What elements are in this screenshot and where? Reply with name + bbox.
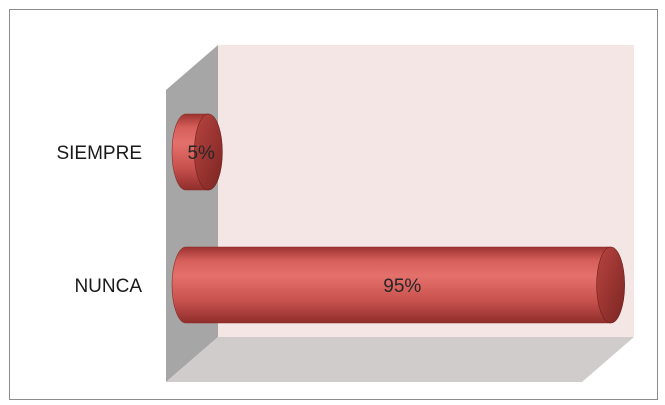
bar-nunca xyxy=(171,246,625,324)
bar-cap-nunca xyxy=(596,246,625,324)
data-label-nunca: 95% xyxy=(383,276,421,297)
labels-layer: SIEMPRE 5% NUNCA 95% xyxy=(56,143,421,297)
bar-body-nunca xyxy=(171,246,611,324)
bar-cap-siempre xyxy=(194,113,223,191)
bar-siempre xyxy=(171,113,223,191)
side-wall xyxy=(166,45,218,382)
category-label-nunca: NUNCA xyxy=(74,276,142,297)
data-label-siempre: 5% xyxy=(187,143,215,164)
floor xyxy=(166,337,634,382)
chart-walls xyxy=(166,45,634,382)
bars-layer xyxy=(171,113,625,324)
category-label-siempre: SIEMPRE xyxy=(56,143,142,164)
